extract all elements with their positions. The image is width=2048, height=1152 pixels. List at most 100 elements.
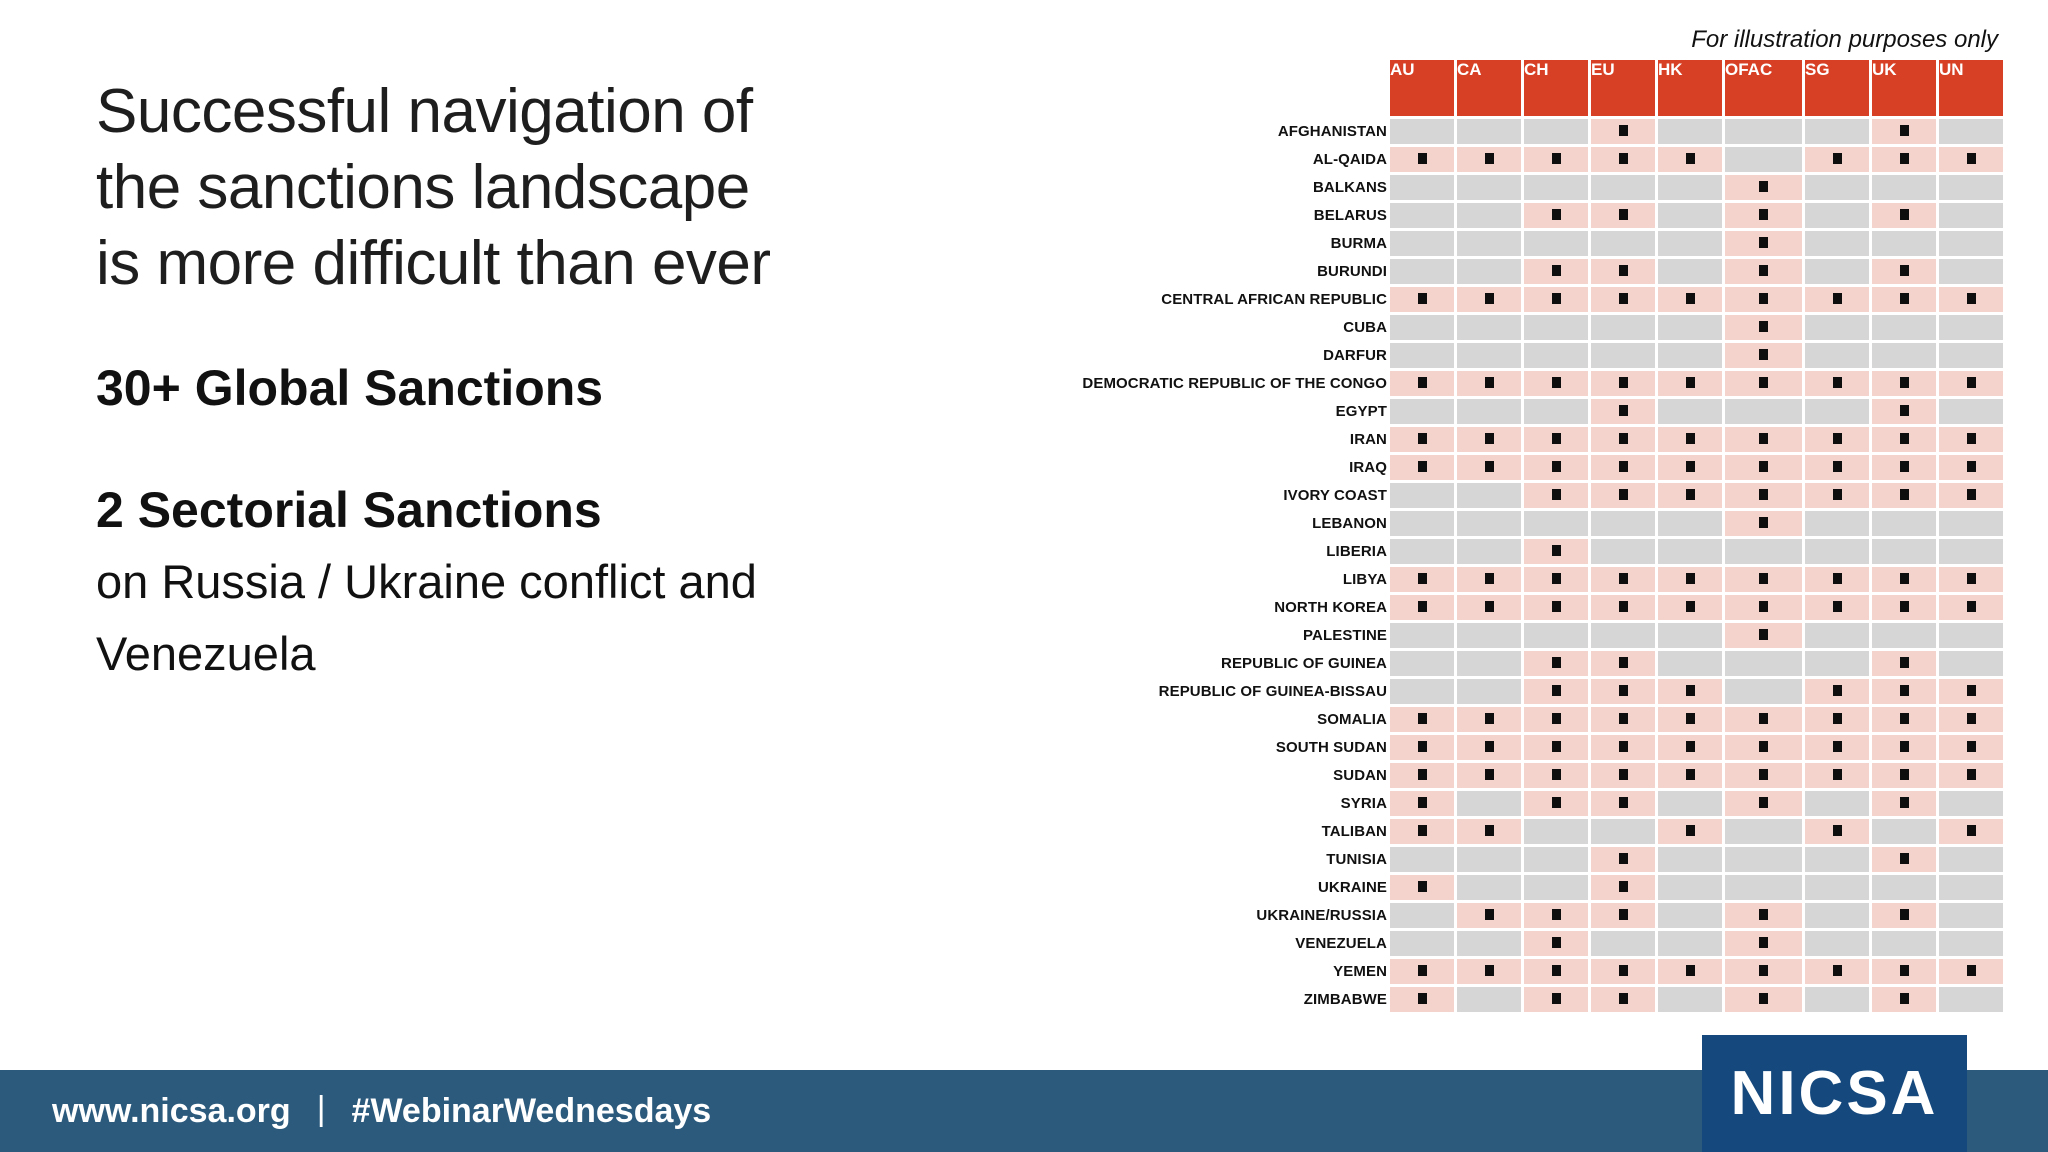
sanction-mark-icon xyxy=(1832,152,1842,164)
matrix-cell xyxy=(1591,707,1655,732)
matrix-cell xyxy=(1658,735,1722,760)
matrix-cell xyxy=(1805,679,1869,704)
matrix-row-label: LIBERIA xyxy=(1326,543,1387,560)
sanction-mark-icon xyxy=(1966,684,1976,696)
sanction-mark-icon xyxy=(1551,992,1561,1004)
matrix-cell xyxy=(1725,735,1802,760)
sanction-mark-icon xyxy=(1899,964,1909,976)
matrix-cell xyxy=(1805,287,1869,312)
matrix-cell xyxy=(1805,483,1869,508)
sanction-mark-icon xyxy=(1618,572,1628,584)
sectorial-sanctions-detail-line: on Russia / Ukraine conflict and xyxy=(96,555,757,608)
matrix-cell xyxy=(1872,203,1936,228)
matrix-cell xyxy=(1939,875,2003,900)
matrix-cell xyxy=(1591,455,1655,480)
matrix-row-label: SUDAN xyxy=(1333,767,1387,784)
matrix-cell xyxy=(1457,259,1521,284)
sanction-mark-icon xyxy=(1484,908,1494,920)
matrix-cell xyxy=(1390,931,1454,956)
matrix-cell xyxy=(1805,259,1869,284)
sanction-mark-icon xyxy=(1551,796,1561,808)
matrix-row: AL-QAIDA xyxy=(1047,147,2003,172)
sanction-mark-icon xyxy=(1685,740,1695,752)
sanction-mark-icon xyxy=(1417,712,1427,724)
sanction-mark-icon xyxy=(1417,740,1427,752)
matrix-row: AFGHANISTAN xyxy=(1047,119,2003,144)
sanction-mark-icon xyxy=(1759,516,1768,528)
sanction-mark-icon xyxy=(1899,432,1909,444)
matrix-column-header-un: UN xyxy=(1939,60,2003,116)
matrix-cell xyxy=(1872,763,1936,788)
sanction-mark-icon xyxy=(1484,600,1494,612)
matrix-cell xyxy=(1591,175,1655,200)
sanction-mark-icon xyxy=(1759,292,1768,304)
matrix-cell xyxy=(1658,763,1722,788)
matrix-row: LEBANON xyxy=(1047,511,2003,536)
sanction-mark-icon xyxy=(1759,796,1768,808)
sanction-mark-icon xyxy=(1966,460,1976,472)
sanction-mark-icon xyxy=(1618,404,1628,416)
sanction-mark-icon xyxy=(1966,432,1976,444)
matrix-row-label: CUBA xyxy=(1343,319,1387,336)
matrix-cell xyxy=(1457,819,1521,844)
matrix-cell xyxy=(1805,763,1869,788)
matrix-cell xyxy=(1390,371,1454,396)
matrix-cell xyxy=(1591,231,1655,256)
matrix-cell xyxy=(1805,175,1869,200)
matrix-cell xyxy=(1457,231,1521,256)
matrix-cell xyxy=(1524,987,1588,1012)
matrix-cell xyxy=(1390,539,1454,564)
matrix-cell xyxy=(1872,819,1936,844)
matrix-cell xyxy=(1390,203,1454,228)
sanction-mark-icon xyxy=(1417,432,1427,444)
matrix-cell xyxy=(1524,679,1588,704)
sanction-mark-icon xyxy=(1685,488,1695,500)
sanction-mark-icon xyxy=(1899,852,1909,864)
sanction-mark-icon xyxy=(1618,600,1628,612)
sanction-mark-icon xyxy=(1618,908,1628,920)
matrix-cell xyxy=(1457,119,1521,144)
matrix-cell xyxy=(1872,175,1936,200)
matrix-cell xyxy=(1390,959,1454,984)
matrix-body: AFGHANISTAN AL-QAIDA BALKANS BELARUS BURMA BU… xyxy=(1047,119,2003,1012)
sanction-mark-icon xyxy=(1618,880,1628,892)
matrix-row: DEMOCRATIC REPUBLIC OF THE CONGO xyxy=(1047,371,2003,396)
matrix-cell xyxy=(1805,931,1869,956)
matrix-cell xyxy=(1939,987,2003,1012)
sanction-mark-icon xyxy=(1551,208,1561,220)
matrix-cell xyxy=(1591,259,1655,284)
sanction-mark-icon xyxy=(1417,460,1427,472)
matrix-cell xyxy=(1390,315,1454,340)
matrix-cell xyxy=(1939,819,2003,844)
matrix-cell xyxy=(1658,567,1722,592)
sanction-mark-icon xyxy=(1484,292,1494,304)
matrix-cell xyxy=(1725,231,1802,256)
matrix-cell xyxy=(1658,455,1722,480)
matrix-cell xyxy=(1390,707,1454,732)
matrix-cell xyxy=(1457,595,1521,620)
matrix-cell xyxy=(1457,315,1521,340)
sanction-mark-icon xyxy=(1685,824,1695,836)
matrix-cell xyxy=(1725,483,1802,508)
sanction-mark-icon xyxy=(1899,796,1909,808)
matrix-cell xyxy=(1524,595,1588,620)
matrix-cell xyxy=(1658,847,1722,872)
matrix-cell xyxy=(1524,287,1588,312)
matrix-cell xyxy=(1658,231,1722,256)
matrix-cell xyxy=(1725,651,1802,676)
slide-title-line: is more difficult than ever xyxy=(96,229,771,298)
matrix-cell xyxy=(1524,203,1588,228)
matrix-cell xyxy=(1805,371,1869,396)
matrix-cell xyxy=(1725,595,1802,620)
matrix-column-header-ch: CH xyxy=(1524,60,1588,116)
sanction-mark-icon xyxy=(1618,432,1628,444)
sanction-mark-icon xyxy=(1618,376,1628,388)
matrix-header-row: AU CA CH EU HK OFAC SG UK UN xyxy=(1047,60,2003,116)
matrix-row: UKRAINE/RUSSIA xyxy=(1047,903,2003,928)
sanction-mark-icon xyxy=(1832,376,1842,388)
matrix-row-label: SOUTH SUDAN xyxy=(1275,739,1387,756)
sanction-mark-icon xyxy=(1484,824,1494,836)
matrix-cell xyxy=(1658,707,1722,732)
matrix-cell xyxy=(1658,791,1722,816)
sanction-mark-icon xyxy=(1685,684,1695,696)
